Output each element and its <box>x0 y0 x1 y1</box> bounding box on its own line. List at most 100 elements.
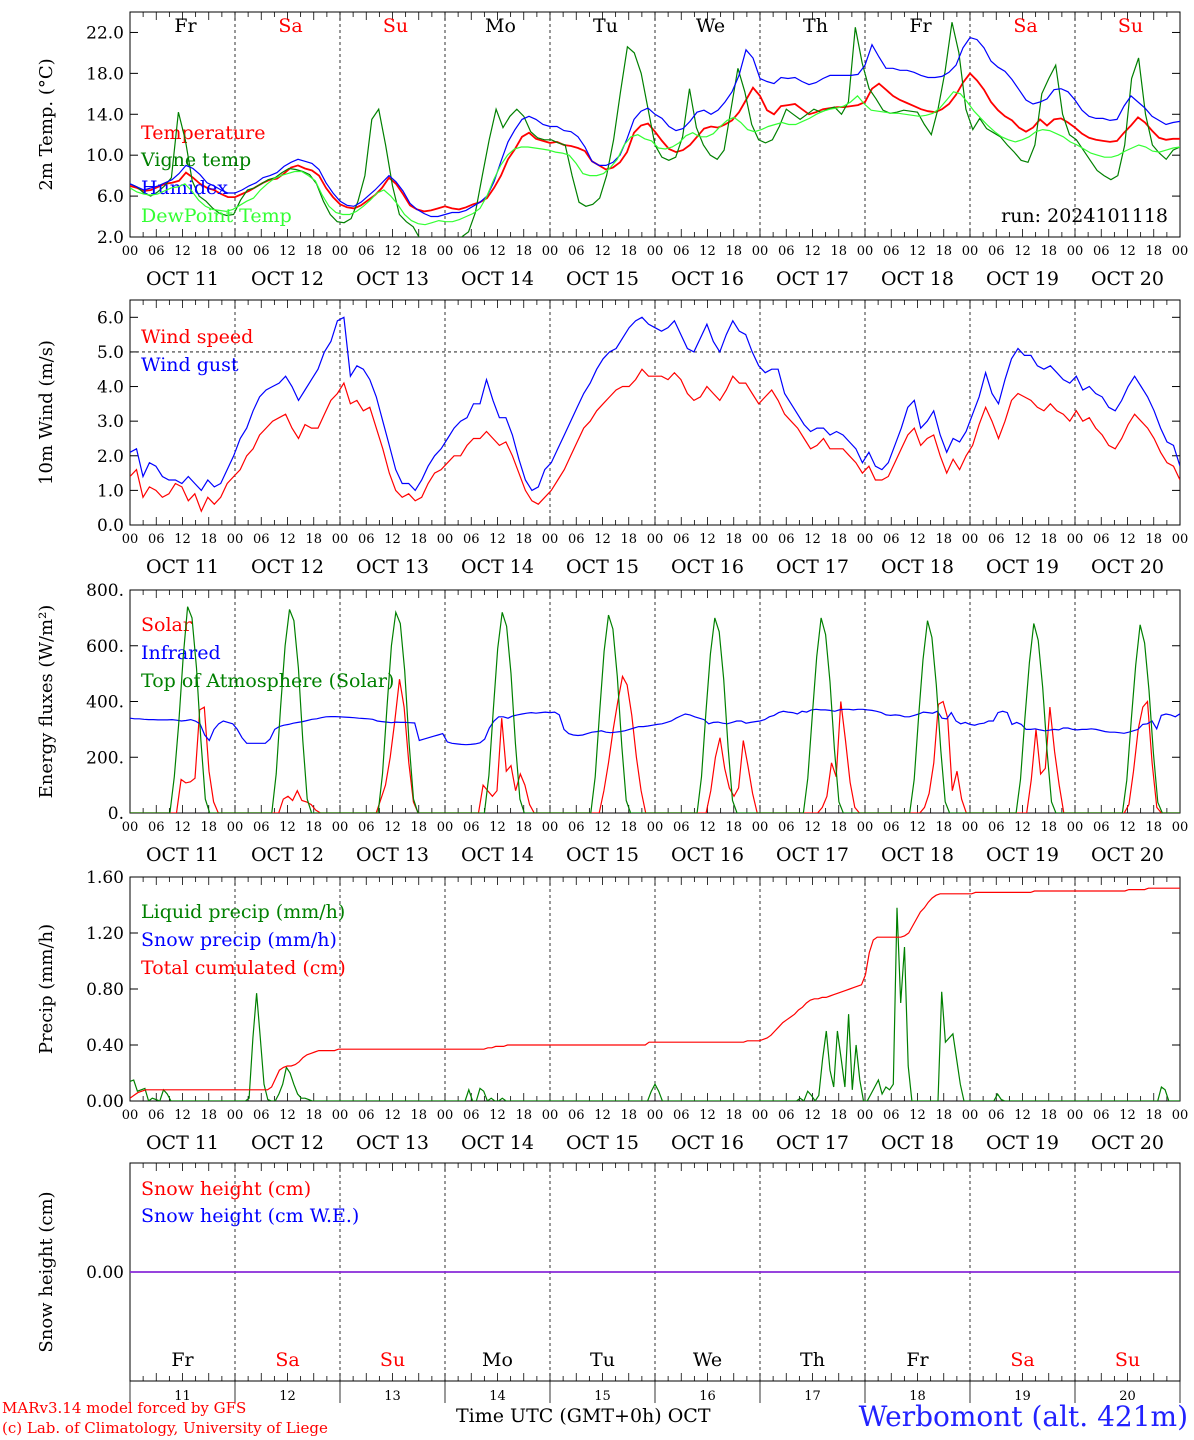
x-tick-label: 06 <box>673 1108 690 1123</box>
x-tick-label: 06 <box>568 820 585 835</box>
x-tick-label: 12 <box>384 1108 401 1123</box>
x-tick-label: 06 <box>148 244 165 259</box>
x-tick-label: 18 <box>725 532 742 547</box>
x-tick-label: 06 <box>148 1108 165 1123</box>
x-tick-label: 00 <box>332 1108 349 1123</box>
weekday-label: Su <box>1115 1349 1140 1371</box>
x-tick-label: 00 <box>752 820 769 835</box>
x-tick-label: 06 <box>883 1108 900 1123</box>
x-tick-label: 12 <box>909 1108 926 1123</box>
day-label: OCT 12 <box>251 844 324 866</box>
day-label: OCT 12 <box>251 268 324 290</box>
x-tick-label: 06 <box>673 244 690 259</box>
x-tick-label: 18 <box>830 532 847 547</box>
x-tick-label: 18 <box>305 820 322 835</box>
x-tick-label: 12 <box>1119 820 1136 835</box>
panel-frame <box>129 11 1181 238</box>
x-tick-label: 06 <box>358 244 375 259</box>
weekday-label: Su <box>383 15 408 37</box>
panel-frame <box>129 299 1181 526</box>
x-tick-label: 00 <box>437 244 454 259</box>
series-line-top-of-atmosphere-solar- <box>130 606 1180 813</box>
panel-energy: 0. 200. 400. 600. 800. Energy fluxes (W/m²) 00… <box>36 581 1188 866</box>
legend-humidex: Humidex <box>141 177 228 199</box>
x-tick-label: 12 <box>909 532 926 547</box>
day-number-label: 16 <box>699 1389 716 1404</box>
x-tick-label: 00 <box>752 244 769 259</box>
x-axis-title: Time UTC (GMT+0h) OCT <box>456 1405 711 1427</box>
legend-snow-height-cm-w-e-: Snow height (cm W.E.) <box>141 1205 359 1227</box>
y-axis-title: Precip (mm/h) <box>36 924 57 1054</box>
x-tick-label: 12 <box>279 820 296 835</box>
y-tick-label: 1.60 <box>86 868 124 888</box>
x-tick-label: 06 <box>778 532 795 547</box>
x-tick-label: 00 <box>752 532 769 547</box>
x-tick-label: 06 <box>988 244 1005 259</box>
y-axis-title: 2m Temp. (°C) <box>36 58 57 190</box>
weekday-label: Fr <box>171 1349 194 1371</box>
x-tick-label: 06 <box>673 820 690 835</box>
y-tick-label: 1.20 <box>86 924 124 944</box>
x-tick-label: 00 <box>437 820 454 835</box>
x-tick-label: 12 <box>279 244 296 259</box>
day-label: OCT 13 <box>356 1132 429 1154</box>
y-tick-label: 0.00 <box>86 1263 124 1283</box>
day-label: OCT 15 <box>566 556 639 578</box>
x-tick-label: 00 <box>857 532 874 547</box>
x-tick-label: 18 <box>200 244 217 259</box>
x-tick-label: 12 <box>384 532 401 547</box>
x-tick-label: 06 <box>148 532 165 547</box>
x-tick-label: 18 <box>1145 820 1162 835</box>
legend-wind-speed: Wind speed <box>141 326 253 348</box>
day-number-label: 17 <box>804 1389 821 1404</box>
x-tick-label: 06 <box>883 532 900 547</box>
y-axis-title: 10m Wind (m/s) <box>36 340 57 485</box>
day-label: OCT 11 <box>146 1132 219 1154</box>
weekday-label: Fr <box>906 1349 929 1371</box>
day-label: OCT 18 <box>881 268 954 290</box>
y-tick-label: 800. <box>86 581 124 601</box>
series-line-humidex <box>130 36 1180 218</box>
day-label: OCT 20 <box>1091 556 1164 578</box>
legend-total-cumulated-cm-: Total cumulated (cm) <box>141 957 346 979</box>
x-tick-label: 18 <box>200 820 217 835</box>
x-tick-label: 12 <box>174 1108 191 1123</box>
legend-infrared: Infrared <box>141 642 221 664</box>
x-tick-label: 00 <box>857 244 874 259</box>
panel-wind: 0.0 1.0 2.0 3.0 4.0 5.0 6.0 10m Wind (m/s) 00 06 1… <box>36 299 1189 578</box>
x-tick-label: 06 <box>778 1108 795 1123</box>
x-tick-label: 00 <box>122 820 139 835</box>
weekday-label: We <box>696 15 725 37</box>
y-tick-label: 600. <box>86 637 124 657</box>
x-tick-label: 18 <box>620 820 637 835</box>
y-tick-label: 2.0 <box>97 447 124 467</box>
day-label: OCT 16 <box>671 844 744 866</box>
x-tick-label: 12 <box>489 820 506 835</box>
x-tick-label: 06 <box>883 244 900 259</box>
x-tick-label: 12 <box>699 820 716 835</box>
day-label: OCT 17 <box>776 844 849 866</box>
x-tick-label: 18 <box>1145 1108 1162 1123</box>
x-tick-label: 18 <box>830 1108 847 1123</box>
y-tick-label: 10.0 <box>86 146 124 166</box>
weekday-label: Tu <box>593 15 618 37</box>
lab-credit: (c) Lab. of Climatology, University of L… <box>2 1419 328 1437</box>
x-tick-label: 12 <box>699 532 716 547</box>
x-tick-label: 00 <box>857 820 874 835</box>
x-tick-label: 12 <box>594 532 611 547</box>
x-tick-label: 00 <box>542 1108 559 1123</box>
x-tick-label: 06 <box>988 820 1005 835</box>
y-axis-title: Snow height (cm) <box>36 1191 57 1352</box>
x-tick-label: 18 <box>410 820 427 835</box>
day-label: OCT 15 <box>566 1132 639 1154</box>
x-tick-label: 00 <box>962 1108 979 1123</box>
day-label: OCT 11 <box>146 556 219 578</box>
y-axis-title: Energy fluxes (W/m²) <box>36 605 57 799</box>
x-tick-label: 00 <box>122 1108 139 1123</box>
y-tick-label: 400. <box>86 693 124 713</box>
x-tick-label: 06 <box>148 820 165 835</box>
day-label: OCT 15 <box>566 844 639 866</box>
x-tick-label: 18 <box>935 532 952 547</box>
x-tick-label: 18 <box>410 244 427 259</box>
x-tick-label: 00 <box>1172 532 1189 547</box>
